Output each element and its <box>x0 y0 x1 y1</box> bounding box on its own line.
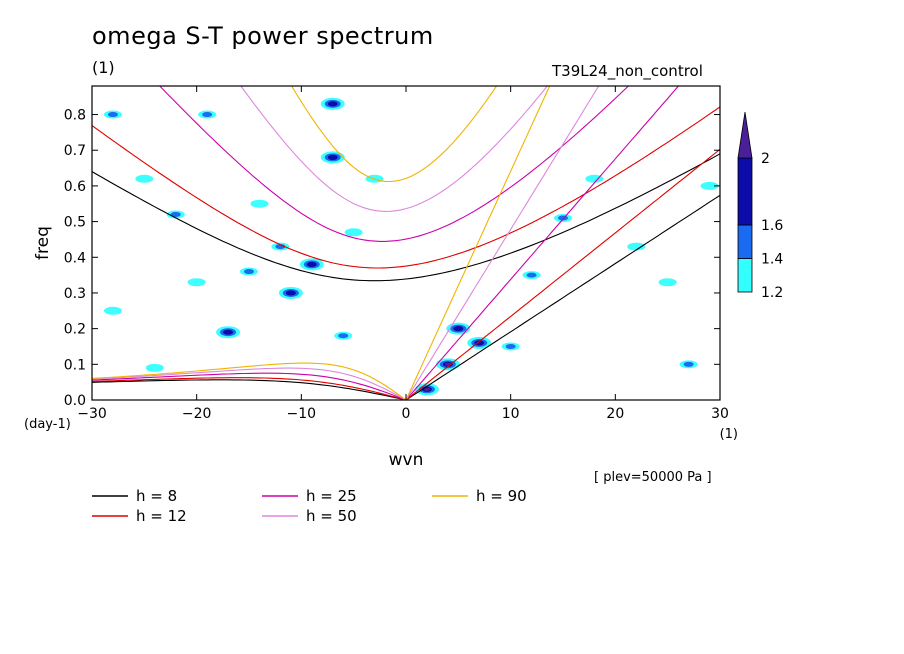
colorbar-extend-arrow <box>737 111 753 159</box>
y-tick-label: 0.8 <box>64 108 86 124</box>
x-tick-label: 30 <box>711 406 729 422</box>
y-tick-label: 0.5 <box>64 215 86 231</box>
chart-unit-label: (1) <box>92 58 115 77</box>
colorbar-tick-label: 1.2 <box>761 285 783 301</box>
shaded-region-5-l3 <box>223 329 234 335</box>
shaded-region-13 <box>344 228 363 237</box>
colorbar-segment <box>737 157 753 226</box>
chart-title: omega S-T power spectrum <box>92 22 434 50</box>
x-axis-label: wvn <box>389 450 424 470</box>
dispersion-curve-h8-inertio-gravity <box>92 153 720 282</box>
colorbar-tick-label: 1.4 <box>761 252 783 268</box>
x-unit-label: (1) <box>720 427 738 442</box>
dispersion-curve-h25-inertio-gravity <box>158 86 630 242</box>
dispersion-curve-h90-inertio-gravity <box>291 86 498 183</box>
dispersion-curve-h50-inertio-gravity <box>240 86 549 212</box>
dispersion-curve-h90-kelvin <box>405 86 551 400</box>
shaded-region-1 <box>135 174 154 183</box>
x-tick-label: 0 <box>402 406 411 422</box>
shaded-region-23 <box>585 174 604 183</box>
run-name-label: T39L24_non_control <box>552 62 703 80</box>
dispersion-curve-h12-rossby <box>92 377 407 400</box>
dispersion-curve-h12-inertio-gravity <box>92 106 720 269</box>
x-tick-label: −10 <box>287 406 317 422</box>
shaded-region-27 <box>700 181 719 190</box>
shaded-region-29 <box>103 306 122 315</box>
dispersion-curve-h12-kelvin <box>405 148 720 400</box>
legend-label-h12: h = 12 <box>136 507 187 525</box>
shaded-region-9-l3 <box>285 290 296 296</box>
x-tick-label: 20 <box>606 406 624 422</box>
legend-label-h50: h = 50 <box>306 507 357 525</box>
colorbar-segment <box>737 258 753 293</box>
y-tick-label: 0.1 <box>64 357 86 373</box>
shaded-region-21-l2 <box>526 272 537 278</box>
shaded-region-15-l3 <box>327 101 338 107</box>
shaded-region-28 <box>145 363 164 372</box>
colorbar-tick-label: 1.6 <box>761 218 783 234</box>
x-tick-label: 10 <box>502 406 520 422</box>
legend-label-h90: h = 90 <box>476 487 527 505</box>
y-tick-label: 0.6 <box>64 179 86 195</box>
shaded-region-16-l4 <box>423 387 430 391</box>
colorbar-tick-label: 2 <box>761 151 770 167</box>
shaded-region-0-l2 <box>107 112 118 118</box>
shaded-region-26-l2 <box>683 361 694 367</box>
shaded-region-20-l2 <box>505 343 516 349</box>
x-tick-label: −30 <box>77 406 107 422</box>
shaded-region-25 <box>658 278 677 287</box>
dispersion-curve-h25-kelvin <box>405 86 680 400</box>
shaded-region-11-l3 <box>327 154 338 160</box>
power-shading <box>103 97 719 396</box>
y-tick-label: 0.3 <box>64 286 86 302</box>
shaded-region-2-l2 <box>170 211 181 217</box>
shaded-region-3 <box>187 278 206 287</box>
y-unit-label: (day-1) <box>24 417 71 432</box>
dispersion-curve-h25-rossby <box>92 372 407 400</box>
shaded-region-12-l2 <box>338 333 349 339</box>
y-axis-label: freq <box>33 226 53 260</box>
colorbar-segment <box>737 224 753 259</box>
shaded-region-24 <box>627 242 646 251</box>
dispersion-curve-h50-kelvin <box>405 86 600 400</box>
y-tick-label: 0.7 <box>64 143 86 159</box>
dispersion-curve-h8-kelvin <box>405 194 720 400</box>
axes: −30 −20 −10 0 10 20 30 0.0 0.1 0.2 0.3 0.4 0.5 0.6 0.7… <box>24 86 738 470</box>
shaded-region-4-l2 <box>202 112 213 118</box>
legend-label-h25: h = 25 <box>306 487 357 505</box>
dispersion-curve-h90-rossby <box>92 362 407 400</box>
pressure-level-label: [ plev=50000 Pa ] <box>594 470 712 485</box>
legend: h = 8 h = 12 h = 25 h = 50 h = 90 <box>92 487 527 525</box>
shaded-region-7 <box>250 199 269 208</box>
x-tick-label: −20 <box>182 406 212 422</box>
dispersion-curve-h8-rossby <box>92 379 407 400</box>
dispersion-curves <box>92 86 720 400</box>
y-tick-label: 0.0 <box>64 393 86 409</box>
shaded-region-18-l3 <box>453 326 464 332</box>
y-tick-label: 0.4 <box>64 250 86 266</box>
legend-label-h8: h = 8 <box>136 487 177 505</box>
colorbar: 1.2 1.4 1.6 2 <box>737 111 783 301</box>
dispersion-curve-h50-rossby <box>92 367 407 400</box>
shaded-region-10-l3 <box>306 261 317 268</box>
shaded-region-6-l2 <box>244 269 254 275</box>
y-tick-label: 0.2 <box>64 322 86 338</box>
plot-frame <box>91 85 721 401</box>
